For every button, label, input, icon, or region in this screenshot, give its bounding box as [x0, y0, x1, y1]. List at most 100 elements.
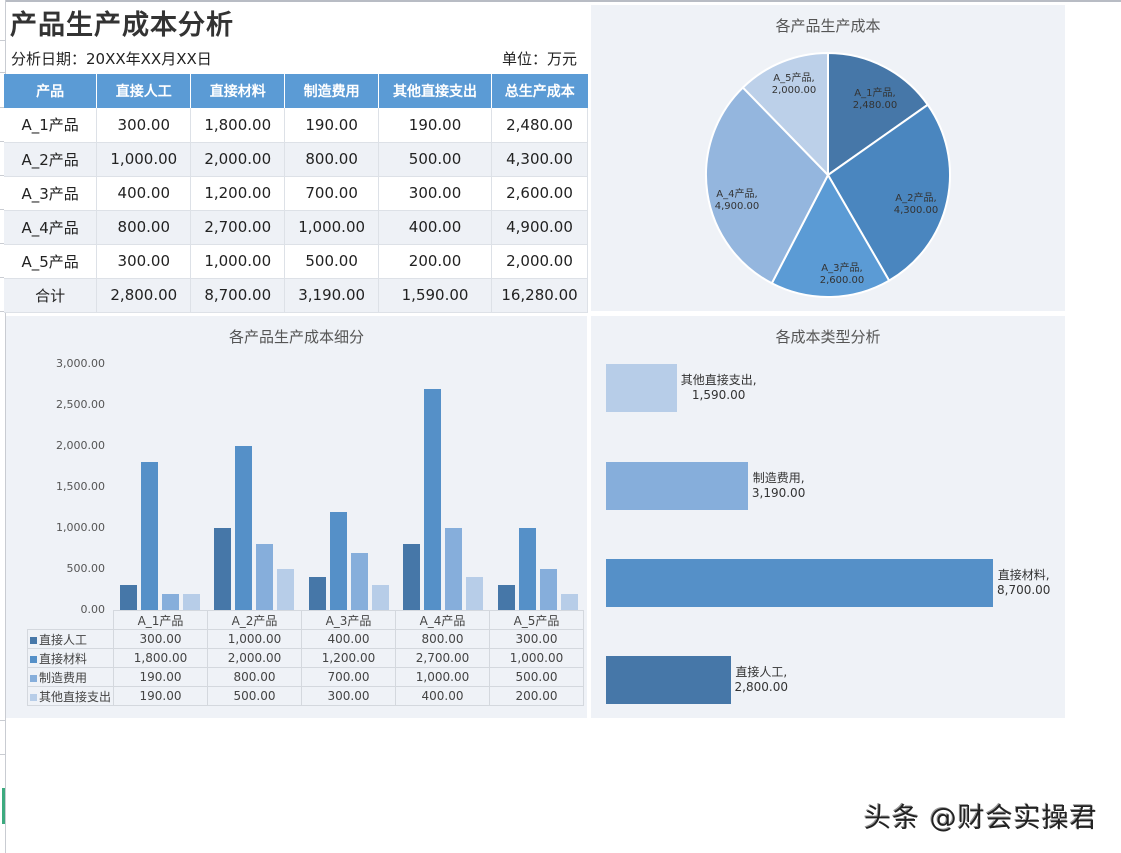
column-bar[interactable] — [466, 577, 484, 610]
data-table-value: 400.00 — [301, 629, 396, 649]
value-cell[interactable]: 1,000.00 — [96, 142, 192, 177]
column-header[interactable]: 直接人工 — [96, 74, 192, 108]
gutter-tick — [0, 72, 6, 73]
column-chart-panel[interactable]: 各产品生产成本细分 0.00 500.00 1,000.00 1,500.00 2,00… — [6, 316, 587, 718]
product-cell[interactable]: A_4产品 — [4, 210, 98, 245]
value-cell[interactable]: 1,000.00 — [190, 244, 286, 279]
value-cell[interactable]: 800.00 — [284, 142, 380, 177]
horizontal-bar[interactable] — [606, 656, 731, 704]
value-cell[interactable]: 2,800.00 — [96, 278, 192, 313]
product-cell[interactable]: 合计 — [4, 278, 98, 313]
value-cell[interactable]: 1,200.00 — [190, 176, 286, 211]
chart-data-table: A_1产品 A_2产品 A_3产品 A_4产品 A_5产品 直接人工 300.00 1,000… — [27, 610, 584, 706]
column-bar[interactable] — [235, 446, 253, 610]
product-cell[interactable]: A_3产品 — [4, 176, 98, 211]
column-bar[interactable] — [162, 594, 179, 610]
selected-row-indicator — [2, 788, 5, 824]
pie-slice[interactable] — [827, 51, 930, 177]
data-table-value: 400.00 — [395, 686, 490, 706]
column-header[interactable]: 总生产成本 — [491, 74, 588, 108]
bar-data-label: 直接材料, 8,700.00 — [997, 568, 1051, 597]
category-label: A_4产品 — [395, 610, 490, 630]
product-cell[interactable]: A_1产品 — [4, 108, 98, 143]
column-header[interactable]: 产品 — [4, 74, 98, 108]
data-table-value: 300.00 — [113, 629, 208, 649]
y-axis-tick-label: 2,000.00 — [56, 439, 105, 452]
gutter-tick — [0, 754, 6, 755]
bar-chart-panel[interactable]: 各成本类型分析 其他直接支出, 1,590.00 制造费用, 3,190.00 直接… — [591, 316, 1065, 718]
column-bar[interactable] — [518, 528, 536, 610]
column-bar[interactable] — [277, 569, 295, 610]
data-table-value: 300.00 — [489, 629, 584, 649]
value-cell[interactable]: 800.00 — [96, 210, 192, 245]
pie-slice[interactable] — [770, 172, 891, 298]
column-bar[interactable] — [371, 585, 389, 610]
column-bar[interactable] — [445, 528, 463, 610]
column-bar[interactable] — [308, 577, 326, 610]
pie-slice[interactable] — [705, 86, 830, 285]
pie-slice[interactable] — [826, 103, 951, 282]
value-cell[interactable]: 2,000.00 — [190, 142, 286, 177]
column-bar[interactable] — [403, 544, 421, 610]
value-cell[interactable]: 2,700.00 — [190, 210, 286, 245]
value-cell[interactable]: 300.00 — [96, 108, 192, 143]
column-bar[interactable] — [214, 528, 232, 610]
column-header[interactable]: 其他直接支出 — [378, 74, 492, 108]
value-cell[interactable]: 1,000.00 — [284, 210, 380, 245]
value-cell[interactable]: 400.00 — [378, 210, 492, 245]
pie-chart-panel[interactable]: 各产品生产成本 A_1产品, 2,480.00 A_2产品, 4,300.00 A_… — [591, 5, 1065, 311]
column-bar[interactable] — [424, 388, 442, 610]
value-cell[interactable]: 300.00 — [378, 176, 492, 211]
y-axis-tick-label: 500.00 — [66, 562, 106, 575]
value-cell[interactable]: 1,800.00 — [190, 108, 286, 143]
pie-data-label: A_2产品, 4,300.00 — [893, 193, 939, 216]
value-cell[interactable]: 16,280.00 — [491, 278, 589, 313]
horizontal-bar[interactable] — [606, 462, 748, 510]
data-table-value: 2,000.00 — [207, 648, 302, 668]
data-table-value: 2,700.00 — [395, 648, 490, 668]
column-bar[interactable] — [350, 552, 368, 610]
value-cell[interactable]: 2,000.00 — [491, 244, 589, 279]
column-bar[interactable] — [329, 511, 347, 610]
horizontal-bar[interactable] — [606, 364, 677, 412]
value-cell[interactable]: 4,300.00 — [491, 142, 589, 177]
pie-chart-title: 各产品生产成本 — [775, 17, 881, 35]
gutter-tick — [0, 40, 6, 41]
value-cell[interactable]: 700.00 — [284, 176, 380, 211]
pie-slice[interactable] — [741, 51, 829, 178]
data-table-value: 1,000.00 — [489, 648, 584, 668]
product-cell[interactable]: A_2产品 — [4, 142, 98, 177]
legend-row: 直接人工 300.00 1,000.00 400.00 800.00 300.00 — [27, 629, 584, 649]
pie-data-label: A_4产品, 4,900.00 — [714, 189, 760, 212]
column-bar[interactable] — [497, 585, 515, 610]
value-cell[interactable]: 500.00 — [284, 244, 380, 279]
value-cell[interactable]: 2,600.00 — [491, 176, 589, 211]
legend-swatch-icon — [30, 693, 37, 701]
value-cell[interactable]: 190.00 — [378, 108, 492, 143]
value-cell[interactable]: 500.00 — [378, 142, 492, 177]
pie-data-label: A_1产品, 2,480.00 — [852, 88, 898, 111]
value-cell[interactable]: 400.00 — [96, 176, 192, 211]
value-cell[interactable]: 190.00 — [284, 108, 380, 143]
value-cell[interactable]: 4,900.00 — [491, 210, 589, 245]
value-cell[interactable]: 300.00 — [96, 244, 192, 279]
value-cell[interactable]: 1,590.00 — [378, 278, 492, 313]
column-header[interactable]: 制造费用 — [284, 74, 380, 108]
horizontal-bar[interactable] — [606, 559, 993, 607]
table-row: A_4产品 800.00 2,700.00 1,000.00 400.00 4,900.0… — [4, 210, 589, 245]
column-bar[interactable] — [183, 594, 200, 610]
column-bar[interactable] — [560, 593, 578, 610]
column-bar[interactable] — [120, 585, 137, 610]
value-cell[interactable]: 200.00 — [378, 244, 492, 279]
gutter-tick — [0, 175, 6, 176]
data-table-value: 1,000.00 — [207, 629, 302, 649]
value-cell[interactable]: 2,480.00 — [491, 108, 589, 143]
value-cell[interactable]: 8,700.00 — [190, 278, 286, 313]
column-bar[interactable] — [539, 569, 557, 610]
column-bar[interactable] — [256, 544, 274, 610]
column-header[interactable]: 直接材料 — [190, 74, 286, 108]
value-cell[interactable]: 3,190.00 — [284, 278, 380, 313]
column-bar[interactable] — [141, 462, 158, 610]
bar-data-label: 直接人工, 2,800.00 — [734, 665, 788, 694]
product-cell[interactable]: A_5产品 — [4, 244, 98, 279]
